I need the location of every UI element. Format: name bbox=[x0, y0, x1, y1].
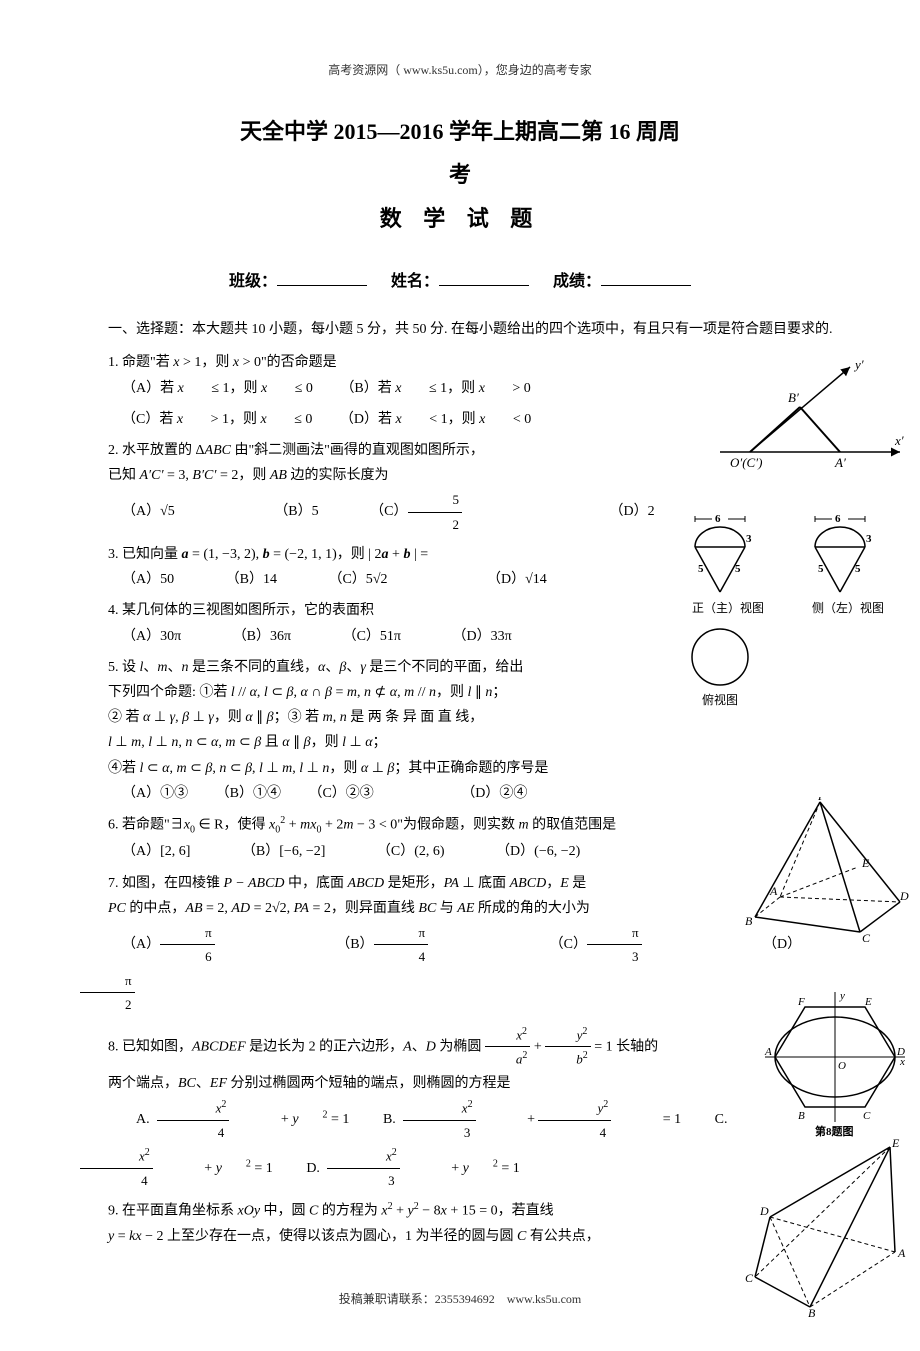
q5-options: （A）①③ （B）①④ （C）②③ （D）②④ bbox=[80, 781, 840, 806]
q5-opt-a: （A）①③ bbox=[122, 786, 188, 801]
svg-text:E: E bbox=[861, 856, 870, 870]
header-note: 高考资源网（ www.ks5u.com），您身边的高考专家 bbox=[80, 60, 840, 82]
q3-a: （A）50 bbox=[122, 572, 174, 587]
q9-text-a: 9. 在平面直角坐标系 xOy 中，圆 C 的方程为 x2 + y2 − 8x … bbox=[80, 1198, 840, 1224]
title-line2: 考 bbox=[80, 155, 840, 195]
q7: 7. 如图，在四棱锥 P − ABCD 中，底面 ABCD 是矩形，PA ⊥ 底… bbox=[80, 871, 840, 1017]
q5: 5. 设 l、m、n 是三条不同的直线，α、β、γ 是三个不同的平面，给出 下列… bbox=[80, 655, 840, 806]
q4-b: （B）36π bbox=[233, 629, 291, 644]
q2-b: （B）5 bbox=[274, 504, 318, 519]
q3: 3. 已知向量 a = (1, −3, 2), b = (−2, 1, 1)，则… bbox=[80, 542, 840, 592]
class-label: 班级： bbox=[229, 273, 277, 290]
svg-text:E: E bbox=[864, 996, 872, 1008]
q8: 8. 已知如图，ABCDEF 是边长为 2 的正六边形，A、D 为椭圆 x2a2… bbox=[80, 1023, 840, 1193]
q9-text-b: y = kx − 2 上至少存在一点，使得以该点为圆心，1 为半径的圆与圆 C … bbox=[80, 1224, 840, 1249]
subtitle: 数 学 试 题 bbox=[80, 199, 840, 239]
blanks-row: 班级： 姓名： 成绩： bbox=[80, 268, 840, 297]
svg-text:C: C bbox=[863, 1110, 871, 1122]
section-intro: 一、选择题：本大题共 10 小题，每小题 5 分，共 50 分. 在每小题给出的… bbox=[80, 317, 840, 342]
q6-text: 6. 若命题"∃x0 ∈ R，使得 x02 + mx0 + 2m − 3 < 0… bbox=[80, 812, 840, 839]
q7-b: （B）π4 bbox=[336, 937, 476, 952]
q6-b: （B）[−6, −2] bbox=[242, 844, 325, 859]
svg-text:C: C bbox=[745, 1271, 754, 1285]
q5-b: 下列四个命题: ①若 l // α, l ⊂ β, α ∩ β = m, n ⊄… bbox=[80, 680, 840, 705]
q7-options: （A）π6 （B）π4 （C）π3 （D）π2 bbox=[80, 921, 840, 1017]
q1-c: （C）若 x > 1，则 x ≤ 0 bbox=[122, 412, 312, 427]
q5-opt-d: （D）②④ bbox=[461, 786, 527, 801]
q5-opt-c: （C）②③ bbox=[308, 786, 373, 801]
q8-a: A. x24 + y2 = 1 bbox=[136, 1112, 349, 1127]
svg-text:E: E bbox=[891, 1137, 900, 1150]
score-label: 成绩： bbox=[553, 273, 601, 290]
q7-text-b: PC 的中点，AB = 2, AD = 2√2, PA = 2，则异面直线 BC… bbox=[80, 896, 840, 921]
q8-text-a: 8. 已知如图，ABCDEF 是边长为 2 的正六边形，A、D 为椭圆 x2a2… bbox=[80, 1023, 840, 1071]
q4-a: （A）30π bbox=[122, 629, 181, 644]
q8-d: D. x23 + y2 = 1 bbox=[306, 1161, 519, 1176]
q1-text: 1. 命题"若 x > 1，则 x > 0"的否命题是 bbox=[80, 350, 840, 375]
q1-options-2: （C）若 x > 1，则 x ≤ 0 （D）若 x < 1，则 x < 0 bbox=[80, 407, 840, 432]
q6: 6. 若命题"∃x0 ∈ R，使得 x02 + mx0 + 2m − 3 < 0… bbox=[80, 812, 840, 865]
q2-d: （D）2 bbox=[610, 504, 655, 519]
q1-a: （A）若 x ≤ 1，则 x ≤ 0 bbox=[122, 381, 313, 396]
q8-b: B. x23 + y24 = 1 bbox=[383, 1112, 681, 1127]
q6-c: （C）(2, 6) bbox=[377, 844, 445, 859]
q2-a: （A）√5 bbox=[122, 504, 223, 519]
q1-options-1: （A）若 x ≤ 1，则 x ≤ 0 （B）若 x ≤ 1，则 x > 0 bbox=[80, 376, 840, 401]
svg-text:x′: x′ bbox=[894, 433, 904, 448]
q5-opt-b: （B）①④ bbox=[216, 786, 281, 801]
svg-text:y′: y′ bbox=[853, 357, 864, 372]
q2-c: （C）52 bbox=[370, 504, 558, 519]
q3-options: （A）50 （B）14 （C）5√2 （D）√14 bbox=[80, 567, 840, 592]
q1-d: （D）若 x < 1，则 x < 0 bbox=[340, 412, 531, 427]
q4: 4. 某几何体的三视图如图所示，它的表面积 （A）30π （B）36π （C）5… bbox=[80, 598, 840, 648]
q8-text-b: 两个端点，BC、EF 分别过椭圆两个短轴的端点，则椭圆的方程是 bbox=[80, 1071, 840, 1096]
title-line1: 天全中学 2015—2016 学年上期高二第 16 周周 bbox=[80, 112, 840, 152]
svg-text:C: C bbox=[862, 931, 871, 945]
footer-note: 投稿兼职请联系：2355394692 www.ks5u.com bbox=[80, 1289, 840, 1311]
q3-text: 3. 已知向量 a = (1, −3, 2), b = (−2, 1, 1)，则… bbox=[80, 542, 840, 567]
svg-text:x: x bbox=[899, 1056, 905, 1068]
q2-options: （A）√5 （B）5 （C）52 （D）2 bbox=[80, 488, 840, 536]
content-area: y′ x′ B′ O′(C′) A′ 6 3 5 5 正（主）视图 6 3 bbox=[80, 317, 840, 1249]
q9: 9. 在平面直角坐标系 xOy 中，圆 C 的方程为 x2 + y2 − 8x … bbox=[80, 1198, 840, 1249]
q6-d: （D）(−6, −2) bbox=[496, 844, 580, 859]
q5-d: l ⊥ m, l ⊥ n, n ⊂ α, m ⊂ β 且 α ∥ β，则 l ⊥… bbox=[80, 730, 840, 755]
q1-b: （B）若 x ≤ 1，则 x > 0 bbox=[340, 381, 530, 396]
q3-c: （C）5√2 bbox=[328, 572, 435, 587]
q7-text-a: 7. 如图，在四棱锥 P − ABCD 中，底面 ABCD 是矩形，PA ⊥ 底… bbox=[80, 871, 840, 896]
q4-text: 4. 某几何体的三视图如图所示，它的表面积 bbox=[80, 598, 840, 623]
name-label: 姓名： bbox=[391, 273, 439, 290]
q4-d: （D）33π bbox=[453, 629, 512, 644]
svg-text:A: A bbox=[897, 1246, 906, 1260]
q8-options: A. x24 + y2 = 1 B. x23 + y24 = 1 C. x24 … bbox=[80, 1096, 840, 1192]
svg-text:D: D bbox=[899, 889, 909, 903]
q5-a: 5. 设 l、m、n 是三条不同的直线，α、β、γ 是三个不同的平面，给出 bbox=[80, 655, 840, 680]
svg-text:B: B bbox=[808, 1306, 816, 1317]
q1: 1. 命题"若 x > 1，则 x > 0"的否命题是 （A）若 x ≤ 1，则… bbox=[80, 350, 840, 432]
q2-text-a: 2. 水平放置的 ΔABC 由"斜二测画法"画得的直观图如图所示， bbox=[80, 438, 840, 463]
q2: 2. 水平放置的 ΔABC 由"斜二测画法"画得的直观图如图所示， 已知 A′C… bbox=[80, 438, 840, 536]
q2-text-b: 已知 A′C′ = 3, B′C′ = 2，则 AB 边的实际长度为 bbox=[80, 463, 840, 488]
q7-a: （A）π6 bbox=[122, 937, 263, 952]
q6-options: （A）[2, 6] （B）[−6, −2] （C）(2, 6) （D）(−6, … bbox=[80, 839, 840, 864]
q5-e: ④若 l ⊂ α, m ⊂ β, n ⊂ β, l ⊥ m, l ⊥ n，则 α… bbox=[80, 756, 840, 781]
q6-a: （A）[2, 6] bbox=[122, 844, 190, 859]
svg-text:3: 3 bbox=[866, 533, 872, 545]
q3-b: （B）14 bbox=[226, 572, 277, 587]
q7-c: （C）π3 bbox=[550, 937, 690, 952]
q3-d: （D）√14 bbox=[487, 572, 595, 587]
q4-c: （C）51π bbox=[343, 629, 401, 644]
q5-c: ② 若 α ⊥ γ, β ⊥ γ，则 α ∥ β；③ 若 m, n 是 两 条 … bbox=[80, 705, 840, 730]
svg-text:5: 5 bbox=[855, 563, 861, 575]
q4-options: （A）30π （B）36π （C）51π （D）33π bbox=[80, 624, 840, 649]
